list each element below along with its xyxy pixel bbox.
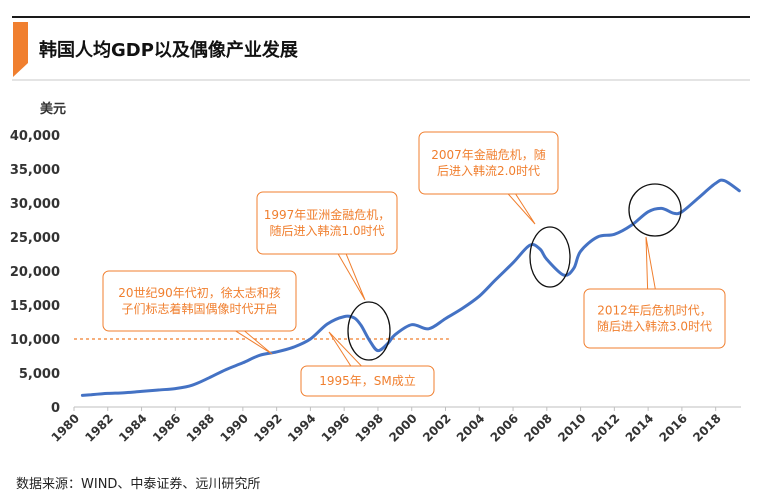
ann-1997: 1997年亚洲金融危机，随后进入韩流1.0时代: [256, 191, 398, 361]
highlight-ellipse: [347, 301, 391, 361]
x-tick-label: 2002: [420, 411, 454, 445]
y-tick-label: 25,000: [10, 231, 60, 246]
x-tick-label: 1996: [319, 411, 353, 445]
callout-text: 20世纪90年代初，徐太志和孩: [118, 285, 281, 300]
x-tick-label: 2012: [589, 411, 623, 445]
highlight-ellipse: [529, 226, 571, 288]
x-tick-label: 1988: [184, 411, 218, 445]
y-tick-label: 40,000: [10, 129, 60, 144]
ann-1995: 1995年，SM成立: [300, 331, 435, 397]
x-tick-label: 1984: [116, 411, 150, 445]
y-tick-label: 35,000: [10, 163, 60, 178]
x-tick-label: 1990: [217, 411, 251, 445]
y-tick-label: 5,000: [19, 367, 60, 382]
x-tick-label: 2006: [488, 411, 522, 445]
y-tick-label: 15,000: [10, 299, 60, 314]
callout-text: 1997年亚洲金融危机，: [264, 207, 391, 222]
x-tick-label: 2014: [623, 411, 657, 445]
callout-text: 子们标志着韩国偶像时代开启: [121, 301, 277, 316]
y-tick-label: 0: [51, 401, 60, 416]
y-tick-label: 10,000: [10, 333, 60, 348]
x-tick-label: 2018: [690, 411, 724, 445]
source-note: 数据来源：WIND、中泰证券、远川研究所: [16, 476, 260, 492]
highlight-ellipse: [628, 183, 682, 237]
callout-text: 2012年后危机时代，: [597, 304, 712, 318]
y-tick-label: 20,000: [10, 265, 60, 280]
x-tick-label: 2004: [454, 411, 488, 445]
x-tick-label: 1994: [285, 411, 319, 445]
y-axis-unit: 美元: [40, 101, 66, 117]
x-tick-label: 1980: [49, 411, 83, 445]
gdp-per-capita-line: [80, 178, 741, 397]
x-tick-label: 1998: [353, 411, 387, 445]
x-tick-label: 2008: [521, 411, 555, 445]
x-tick-label: 1992: [251, 411, 285, 445]
y-tick-label: 30,000: [10, 197, 60, 212]
callout-box-fill: [585, 290, 724, 347]
callout-text: 随后进入韩流1.0时代: [269, 223, 384, 238]
callout-text: 后进入韩流2.0时代: [437, 163, 540, 178]
x-tick-label: 2016: [656, 411, 690, 445]
x-tick-label: 2010: [555, 411, 589, 445]
x-tick-label: 2000: [386, 411, 420, 445]
callout-text: 随后进入韩流3.0时代: [597, 319, 712, 334]
callout-box-fill: [104, 272, 295, 330]
ann-2012: 2012年后危机时代，随后进入韩流3.0时代: [583, 183, 726, 349]
callout-text: 1995年，SM成立: [319, 373, 416, 388]
callout-text: 2007年金融危机，随: [431, 147, 546, 162]
callout-box-fill: [420, 133, 557, 193]
x-tick-label: 1986: [150, 411, 184, 445]
callout-box-fill: [302, 367, 433, 395]
callout-box-fill: [258, 193, 396, 253]
x-tick-label: 1982: [82, 411, 116, 445]
chart-title: 韩国人均GDP以及偶像产业发展: [39, 39, 299, 61]
title-accent-bar: [13, 22, 28, 77]
